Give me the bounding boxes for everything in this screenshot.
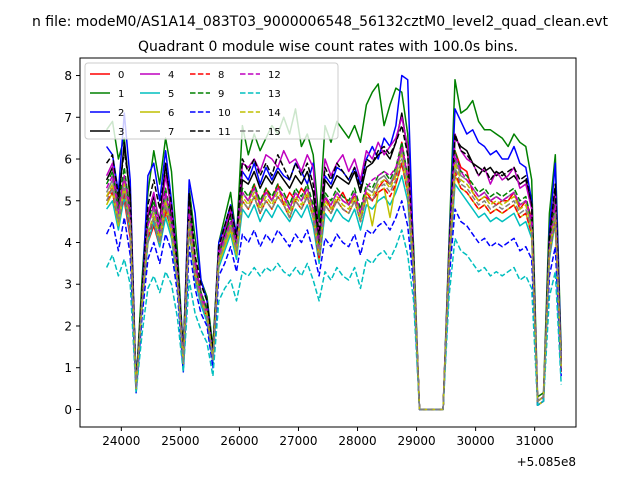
y-tick-label: 7: [64, 111, 72, 125]
series-line-14: [105, 154, 562, 411]
x-tick-label: 30000: [457, 434, 495, 448]
x-tick-label: 27000: [279, 434, 317, 448]
series-line-13: [105, 229, 562, 411]
legend-label-9: 9: [218, 89, 224, 100]
y-tick-label: 1: [64, 361, 72, 375]
chart-title: Quadrant 0 module wise count rates with …: [138, 39, 518, 55]
legend-label-3: 3: [118, 127, 124, 138]
legend-label-14: 14: [268, 108, 281, 119]
series-line-15: [105, 158, 562, 411]
x-tick-label: 28000: [338, 434, 376, 448]
legend-label-6: 6: [168, 108, 174, 119]
x-axis: 24000 25000 26000 27000 28000 29000 30000 31000: [102, 427, 554, 448]
legend-label-4: 4: [168, 70, 174, 81]
y-tick-label: 4: [64, 236, 72, 250]
x-tick-label: 25000: [161, 434, 199, 448]
y-tick-label: 6: [64, 153, 72, 167]
legend-label-0: 0: [118, 70, 124, 81]
legend-label-2: 2: [118, 108, 124, 119]
x-tick-label: 26000: [220, 434, 258, 448]
y-tick-label: 8: [64, 69, 72, 83]
y-tick-label: 2: [64, 319, 72, 333]
legend-label-15: 15: [268, 127, 281, 138]
series-layer: [105, 74, 562, 411]
x-tick-label: 31000: [516, 434, 554, 448]
legend-label-11: 11: [218, 127, 231, 138]
series-line-10: [105, 200, 562, 411]
x-offset-label: +5.085e8: [517, 455, 576, 469]
legend-label-13: 13: [268, 89, 281, 100]
y-tick-label: 3: [64, 278, 72, 292]
x-tick-label: 24000: [102, 434, 140, 448]
legend-label-1: 1: [118, 89, 124, 100]
series-line-9: [105, 141, 562, 411]
legend-label-8: 8: [218, 70, 224, 81]
legend-label-7: 7: [168, 127, 174, 138]
legend-box: [84, 62, 339, 140]
legend-label-12: 12: [268, 70, 281, 81]
y-tick-label: 0: [64, 403, 72, 417]
figure-suptitle: n file: modeM0/AS1A14_083T03_9000006548_…: [32, 14, 609, 30]
legend-label-10: 10: [218, 108, 231, 119]
y-axis: 0 1 2 3 4 5 6 7 8: [64, 69, 80, 417]
x-tick-label: 29000: [397, 434, 435, 448]
y-tick-label: 5: [64, 194, 72, 208]
legend-label-5: 5: [168, 89, 174, 100]
